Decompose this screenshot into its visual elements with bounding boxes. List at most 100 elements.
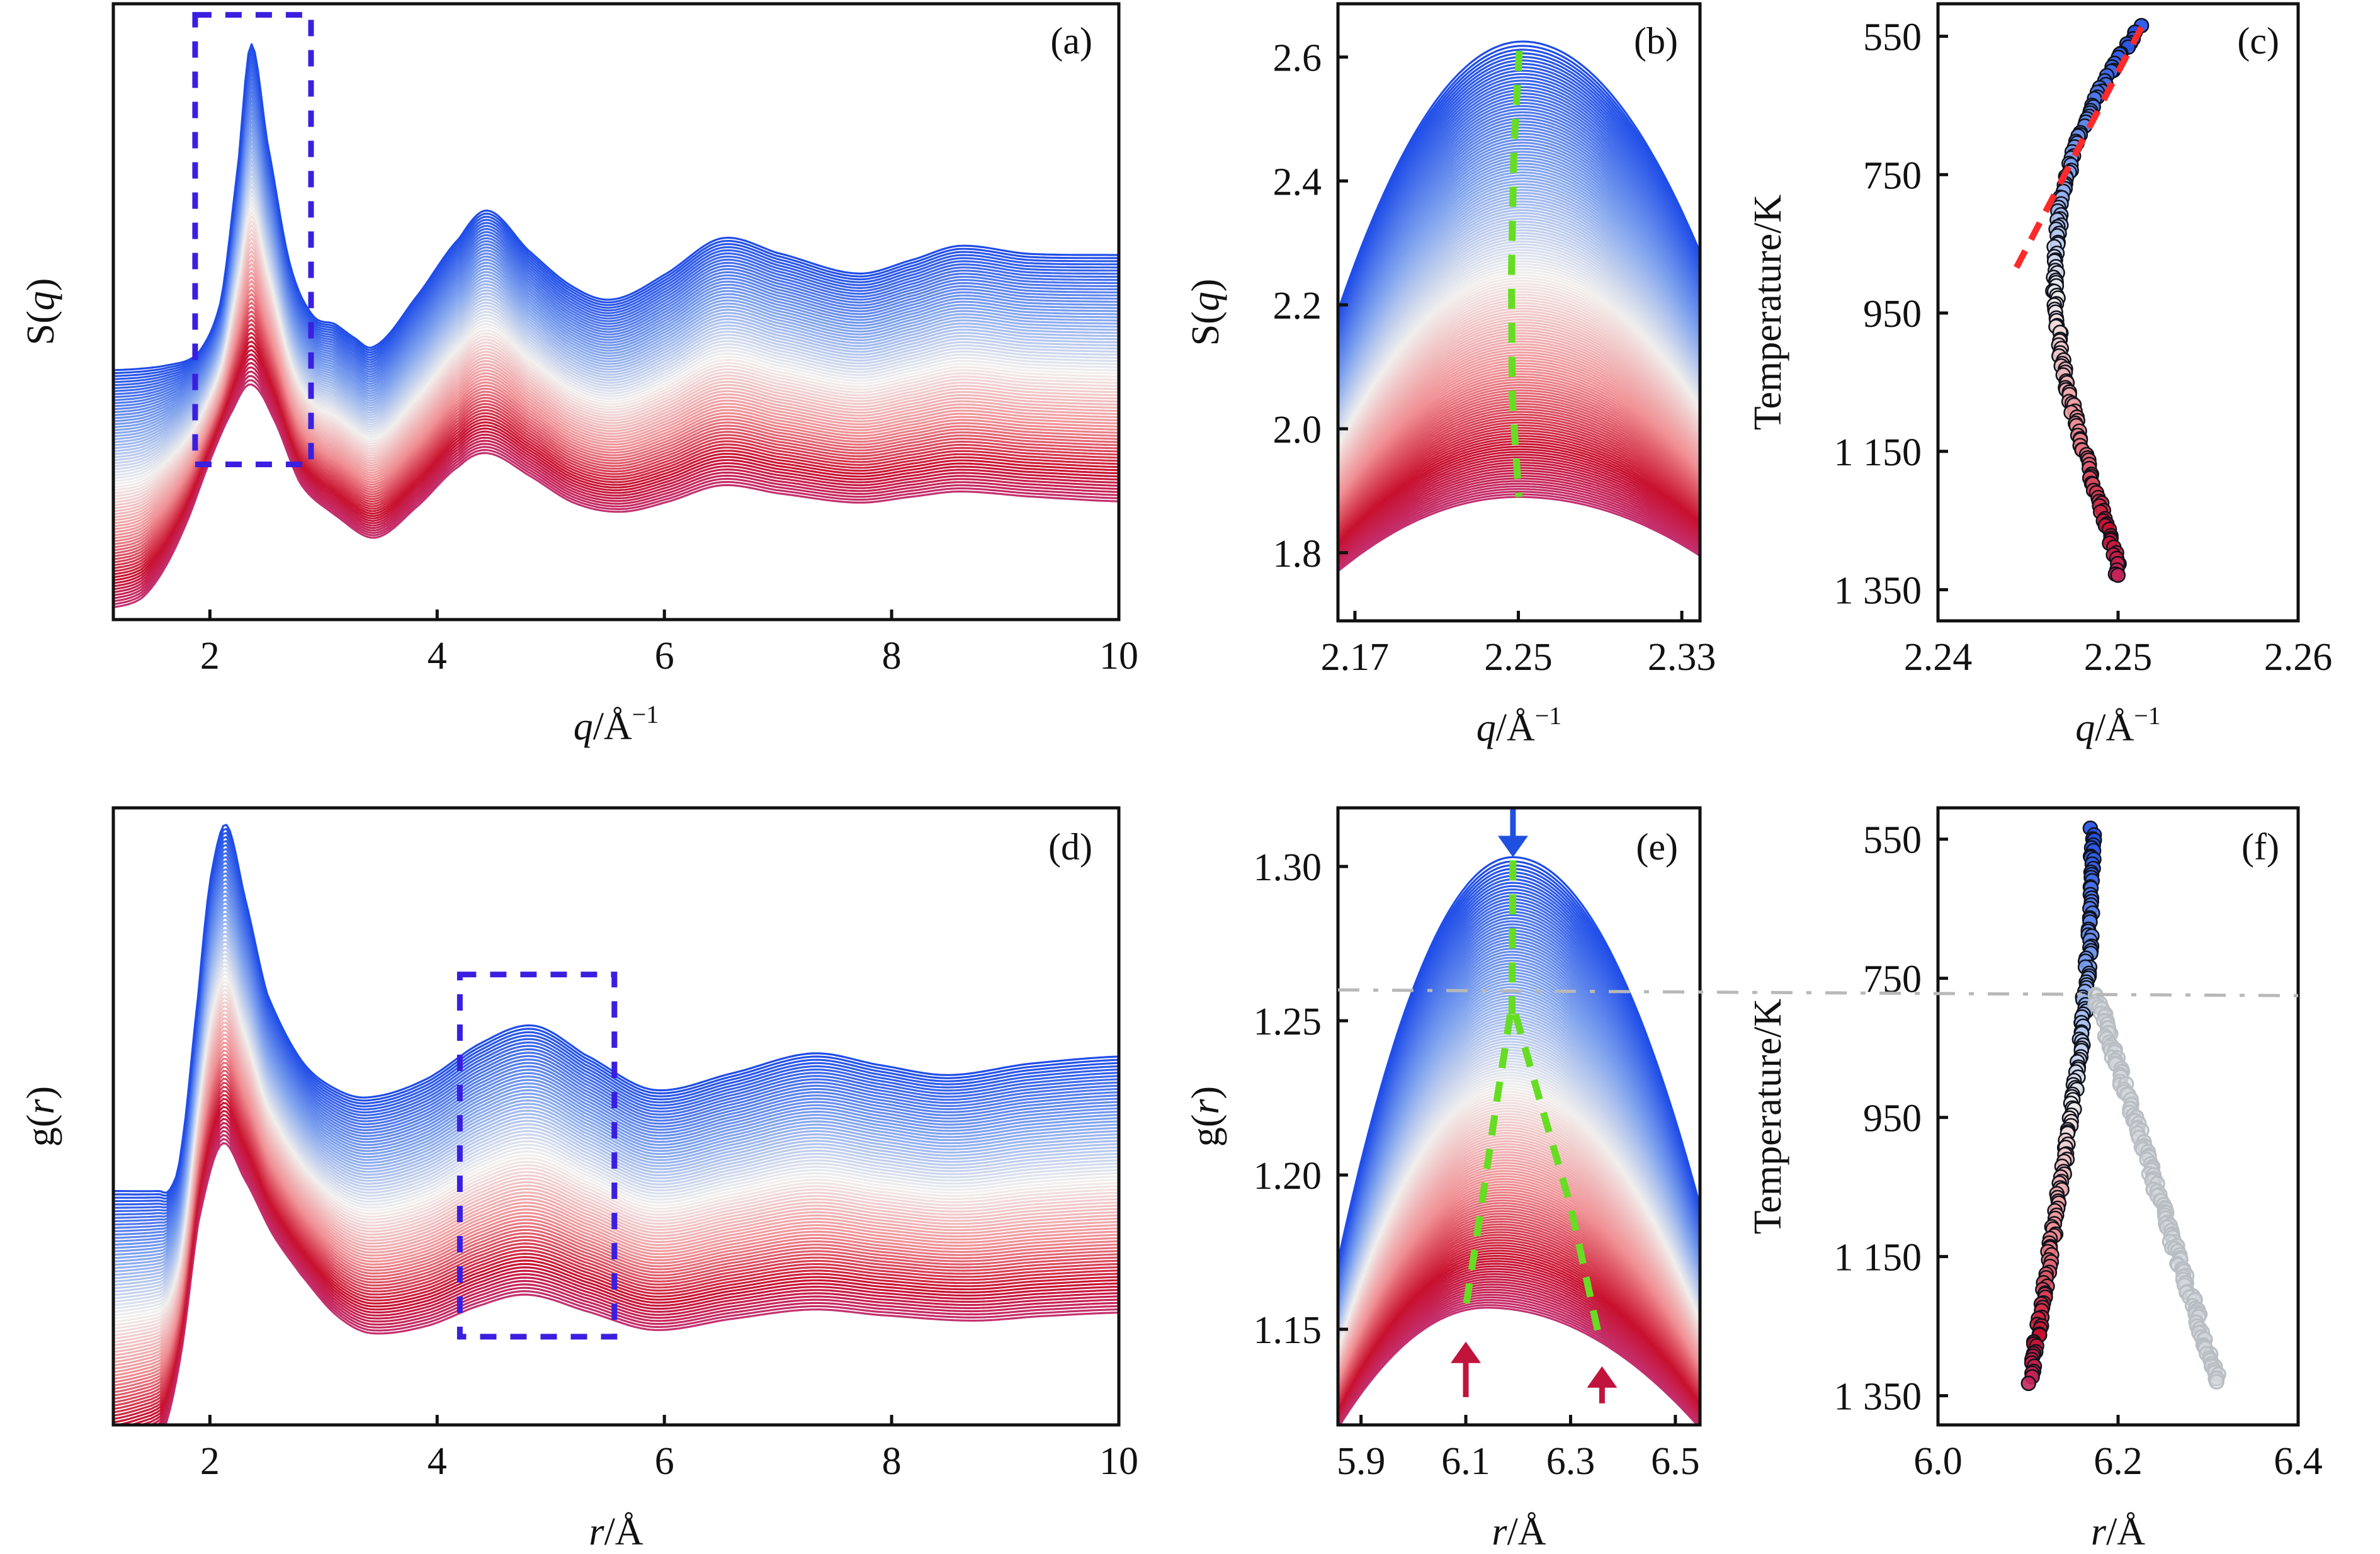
curve-b: [1338, 343, 1700, 485]
curve-d: [113, 876, 1119, 1236]
curve-d: [113, 1069, 1119, 1397]
curve-e: [1338, 1186, 1700, 1384]
curve-e: [1338, 1296, 1700, 1425]
curve-b: [1338, 180, 1700, 392]
curve-b: [1338, 195, 1700, 400]
panel-b-ytick-label: 1.8: [1273, 533, 1322, 576]
panel-b-ytick-label: 2.2: [1273, 285, 1322, 327]
curve-b: [1338, 282, 1700, 450]
panel-c-ytick-label: 550: [1863, 16, 1922, 59]
curve-b: [1338, 191, 1700, 398]
curve-b: [1338, 310, 1700, 466]
curve-b: [1338, 346, 1700, 487]
curve-b: [1338, 45, 1700, 314]
curve-b: [1338, 368, 1700, 499]
curve-e: [1338, 1270, 1700, 1415]
curve-b: [1338, 257, 1700, 436]
curve-b: [1338, 427, 1700, 533]
curve-b: [1338, 232, 1700, 421]
panel-e-xtick-label: 5.9: [1337, 1440, 1386, 1483]
curve-b: [1338, 150, 1700, 375]
curve-b: [1338, 206, 1700, 407]
curve-e: [1338, 1236, 1700, 1402]
panel-b-xtick-label: 2.33: [1648, 636, 1716, 679]
curve-e: [1338, 1205, 1700, 1391]
curve-e: [1338, 1291, 1700, 1423]
curve-b: [1338, 291, 1700, 455]
panel-e-xtick-label: 6.3: [1546, 1440, 1595, 1483]
panel-c-ytick-label: 750: [1863, 154, 1922, 197]
curve-b: [1338, 443, 1700, 542]
curve-d: [113, 1077, 1119, 1404]
panel-e-xlabel: r/Å: [1492, 1511, 1546, 1553]
panel-b-ylabel: S(q): [1184, 279, 1227, 346]
panel-a-curves: [113, 43, 1119, 608]
curve-b: [1338, 340, 1700, 484]
curve-b: [1338, 120, 1700, 358]
curve-b: [1338, 375, 1700, 504]
curve-b: [1338, 114, 1700, 354]
curve-d: [113, 1025, 1119, 1360]
panel-d-xtick-label: 4: [428, 1440, 447, 1483]
curve-e: [1338, 1194, 1700, 1387]
peak-trace-b: [1507, 50, 1523, 497]
curve-d: [113, 1037, 1119, 1370]
curve-b: [1338, 135, 1700, 366]
curve-e: [1338, 1276, 1700, 1417]
curve-e: [1339, 1307, 1699, 1425]
panel-label-f: (f): [2241, 826, 2279, 868]
curve-e: [1338, 1188, 1700, 1385]
curve-b: [1338, 154, 1700, 377]
curve-e: [1338, 1283, 1700, 1420]
curve-b: [1338, 168, 1700, 385]
panel-label-b: (b): [1634, 20, 1678, 62]
curve-b: [1338, 263, 1700, 439]
curve-e: [1338, 1239, 1700, 1404]
curve-b: [1338, 229, 1700, 419]
curve-b: [1338, 387, 1700, 510]
curve-b: [1338, 274, 1700, 445]
panel-e-ytick-label: 1.15: [1254, 1309, 1322, 1352]
zoom-box-a: [192, 12, 314, 468]
panel-f-ytick-label: 950: [1863, 1097, 1922, 1140]
curve-e: [1338, 1218, 1700, 1396]
curve-b: [1338, 321, 1700, 472]
curve-b: [1338, 392, 1700, 513]
panel-d-xtick-label: 6: [655, 1440, 674, 1483]
curve-b: [1338, 108, 1700, 350]
curve-e: [1338, 1255, 1700, 1409]
panel-f-ytick-label: 550: [1863, 819, 1922, 862]
curve-b: [1338, 209, 1700, 408]
curve-e: [1338, 1226, 1700, 1398]
curve-b: [1338, 165, 1700, 383]
panel-e-xtick-label: 6.5: [1651, 1440, 1700, 1483]
curve-b: [1338, 200, 1700, 403]
panel-f-xtick-label: 6.0: [1913, 1440, 1963, 1483]
curve-b: [1338, 127, 1700, 361]
curve-b: [1338, 419, 1700, 528]
curve-e: [1338, 1268, 1700, 1414]
curve-b: [1338, 397, 1700, 516]
curve-b: [1338, 307, 1700, 465]
curve-b: [1338, 319, 1700, 471]
panel-c-xtick-label: 2.24: [1904, 636, 1973, 679]
panel-f-ytick-label: 1 350: [1834, 1376, 1922, 1419]
curve-b: [1338, 123, 1700, 359]
panel-b-curves: [1338, 40, 1700, 572]
curve-b: [1338, 400, 1700, 518]
panel-b-ytick-label: 2.0: [1273, 409, 1322, 451]
panel-c-xtick-label: 2.26: [2264, 636, 2333, 679]
curve-e: [1338, 1183, 1700, 1383]
peak-trace-e: [1512, 1013, 1603, 1339]
curve-e: [1338, 1281, 1700, 1419]
curve-b: [1338, 40, 1700, 312]
panel-d-xtick-label: 8: [882, 1440, 902, 1483]
curve-b: [1338, 451, 1700, 547]
curve-b: [1338, 117, 1700, 356]
arrow-down-icon: [1497, 808, 1528, 858]
panel-b-ytick-label: 2.4: [1273, 161, 1322, 203]
curve-e: [1338, 1231, 1700, 1400]
panel-d-curves: [113, 824, 1119, 1425]
panel-d-xtick-label: 2: [200, 1440, 220, 1483]
curve-b: [1338, 362, 1700, 496]
